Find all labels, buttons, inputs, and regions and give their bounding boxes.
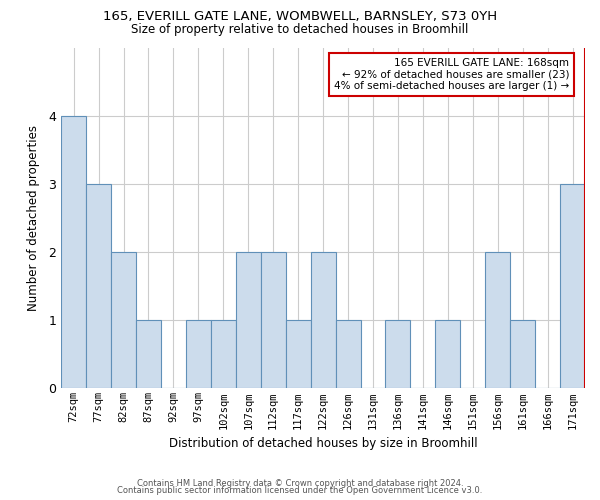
Bar (236, 252, 261, 388)
Text: 165 EVERILL GATE LANE: 168sqm
← 92% of detached houses are smaller (23)
4% of se: 165 EVERILL GATE LANE: 168sqm ← 92% of d… (334, 58, 569, 91)
Bar (286, 320, 311, 388)
Bar (136, 320, 161, 388)
Bar (261, 252, 286, 388)
Bar (560, 184, 585, 388)
Y-axis label: Number of detached properties: Number of detached properties (27, 125, 40, 311)
Bar (335, 320, 361, 388)
Text: Contains public sector information licensed under the Open Government Licence v3: Contains public sector information licen… (118, 486, 482, 495)
Text: Size of property relative to detached houses in Broomhill: Size of property relative to detached ho… (131, 22, 469, 36)
Bar (111, 252, 136, 388)
Bar (485, 252, 510, 388)
Bar (86, 184, 111, 388)
Text: Contains HM Land Registry data © Crown copyright and database right 2024.: Contains HM Land Registry data © Crown c… (137, 478, 463, 488)
Bar (61, 116, 86, 388)
Bar (186, 320, 211, 388)
Bar (211, 320, 236, 388)
Bar (385, 320, 410, 388)
Bar (436, 320, 460, 388)
Bar (311, 252, 335, 388)
X-axis label: Distribution of detached houses by size in Broomhill: Distribution of detached houses by size … (169, 437, 478, 450)
Text: 165, EVERILL GATE LANE, WOMBWELL, BARNSLEY, S73 0YH: 165, EVERILL GATE LANE, WOMBWELL, BARNSL… (103, 10, 497, 23)
Bar (510, 320, 535, 388)
